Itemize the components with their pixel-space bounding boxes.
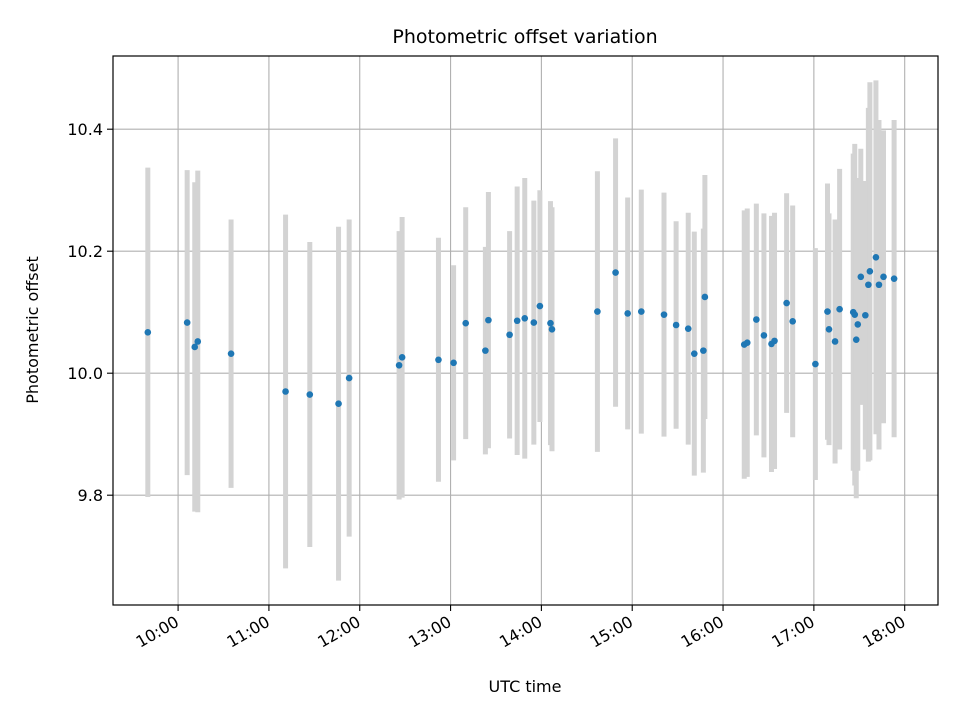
data-point — [638, 308, 645, 315]
data-point — [824, 308, 831, 315]
data-point — [783, 299, 790, 307]
y-axis-label: Photometric offset — [23, 256, 42, 404]
data-point — [760, 332, 768, 339]
data-point — [547, 319, 554, 327]
data-point — [743, 339, 751, 347]
plot-frame — [112, 55, 939, 606]
data-point — [672, 321, 680, 329]
data-point — [521, 315, 529, 322]
data-point — [506, 331, 513, 339]
data-point — [536, 302, 544, 310]
data-point — [875, 281, 883, 289]
y-tick-label: 9.8 — [78, 486, 103, 505]
data-point — [306, 391, 314, 398]
data-point — [194, 338, 202, 345]
data-point — [335, 400, 342, 408]
data-point — [880, 273, 887, 281]
data-point — [872, 253, 880, 261]
data-point — [825, 325, 833, 333]
data-point — [836, 305, 843, 313]
x-axis-label: UTC time — [489, 677, 562, 696]
data-point — [866, 268, 874, 275]
data-point — [183, 319, 191, 326]
data-point — [612, 269, 619, 276]
data-point — [345, 374, 353, 382]
y-tick-label: 10.2 — [67, 242, 103, 261]
data-point — [857, 273, 865, 281]
data-point — [660, 311, 668, 318]
y-tick-label: 10.4 — [67, 120, 103, 139]
y-axis-ticks: 9.8 10.0 10.2 10.4 — [67, 120, 113, 505]
data-point — [530, 319, 538, 326]
data-point — [398, 354, 406, 361]
data-point — [851, 311, 859, 318]
data-point — [227, 350, 235, 357]
data-point — [812, 360, 819, 368]
data-point — [865, 281, 872, 289]
data-point — [700, 347, 707, 354]
data-point — [395, 361, 403, 369]
data-point — [191, 343, 199, 351]
data-point — [450, 359, 457, 367]
data-point — [690, 350, 698, 357]
data-points — [144, 253, 898, 408]
data-point — [753, 316, 760, 323]
data-point — [482, 347, 489, 354]
data-point — [831, 338, 839, 345]
data-point — [890, 275, 898, 282]
data-point — [624, 310, 631, 317]
data-point — [462, 319, 470, 327]
data-point — [594, 308, 601, 315]
data-point — [701, 293, 709, 301]
y-tick-label: 10.0 — [67, 364, 103, 383]
data-point — [435, 356, 442, 364]
data-point — [854, 321, 862, 328]
data-point — [771, 337, 778, 345]
chart-title: Photometric offset variation — [392, 26, 657, 48]
data-point — [789, 318, 796, 325]
data-point — [852, 336, 860, 343]
data-point — [144, 329, 152, 336]
data-point — [684, 325, 692, 332]
data-point — [282, 388, 289, 395]
data-point — [485, 316, 492, 324]
data-point — [862, 311, 869, 319]
data-point — [548, 325, 556, 333]
data-point — [513, 317, 521, 325]
